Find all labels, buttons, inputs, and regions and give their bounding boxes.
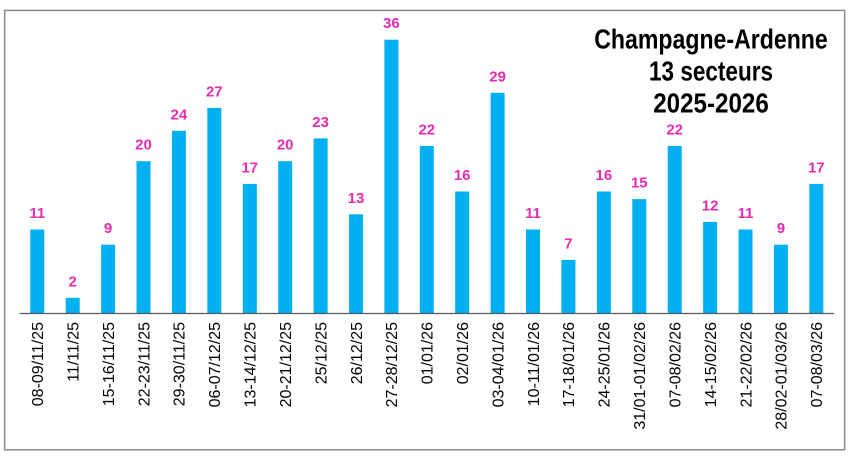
- svg-text:9: 9: [104, 220, 112, 237]
- svg-text:07-08/02/26: 07-08/02/26: [668, 322, 685, 408]
- svg-text:26/12/25: 26/12/25: [349, 322, 366, 384]
- svg-text:17-18/01/26: 17-18/01/26: [561, 322, 578, 408]
- svg-text:17: 17: [808, 159, 825, 176]
- svg-text:20: 20: [135, 137, 152, 154]
- svg-text:07-08/03/26: 07-08/03/26: [809, 322, 826, 408]
- svg-text:16: 16: [596, 167, 613, 184]
- svg-text:29-30/11/25: 29-30/11/25: [172, 322, 189, 406]
- svg-text:03-04/01/26: 03-04/01/26: [490, 322, 507, 408]
- svg-text:20: 20: [277, 137, 294, 154]
- svg-text:14-15/02/26: 14-15/02/26: [703, 322, 720, 408]
- svg-text:29: 29: [489, 68, 506, 85]
- svg-text:11: 11: [525, 205, 541, 222]
- svg-text:11/11/25: 11/11/25: [66, 322, 83, 382]
- svg-text:24-25/01/26: 24-25/01/26: [597, 322, 614, 408]
- svg-text:36: 36: [383, 15, 400, 32]
- svg-text:23: 23: [312, 114, 329, 131]
- svg-text:02/01/26: 02/01/26: [455, 322, 472, 384]
- svg-text:9: 9: [777, 220, 785, 237]
- svg-text:2025-2026: 2025-2026: [653, 88, 769, 119]
- svg-text:25/12/25: 25/12/25: [313, 322, 330, 384]
- svg-text:11: 11: [738, 205, 754, 222]
- svg-text:17: 17: [241, 159, 258, 176]
- svg-text:7: 7: [564, 235, 572, 252]
- svg-text:22: 22: [418, 122, 435, 139]
- svg-text:15: 15: [631, 175, 648, 192]
- svg-text:21-22/02/26: 21-22/02/26: [738, 322, 755, 408]
- svg-text:Champagne-Ardenne: Champagne-Ardenne: [594, 24, 828, 55]
- svg-text:24: 24: [171, 106, 188, 123]
- svg-text:20-21/12/25: 20-21/12/25: [278, 322, 295, 408]
- svg-text:06-07/12/25: 06-07/12/25: [207, 322, 224, 408]
- svg-text:22-23/11/25: 22-23/11/25: [136, 322, 153, 406]
- svg-text:08-09/11/25: 08-09/11/25: [30, 322, 47, 406]
- svg-text:27-28/12/25: 27-28/12/25: [384, 322, 401, 408]
- svg-text:13-14/12/25: 13-14/12/25: [243, 322, 260, 408]
- svg-text:22: 22: [666, 122, 683, 139]
- svg-text:2: 2: [69, 273, 77, 290]
- svg-text:13 secteurs: 13 secteurs: [649, 56, 773, 87]
- svg-text:01/01/26: 01/01/26: [420, 322, 437, 384]
- svg-text:12: 12: [702, 197, 719, 214]
- svg-text:27: 27: [206, 84, 223, 101]
- svg-text:31/01-01/02/26: 31/01-01/02/26: [632, 322, 649, 430]
- svg-text:13: 13: [348, 190, 365, 207]
- svg-text:11: 11: [29, 205, 45, 222]
- svg-text:15-16/11/25: 15-16/11/25: [101, 322, 118, 406]
- svg-text:28/02-01/03/26: 28/02-01/03/26: [774, 322, 791, 430]
- svg-text:10-11/01/26: 10-11/01/26: [526, 322, 543, 406]
- svg-text:16: 16: [454, 167, 471, 184]
